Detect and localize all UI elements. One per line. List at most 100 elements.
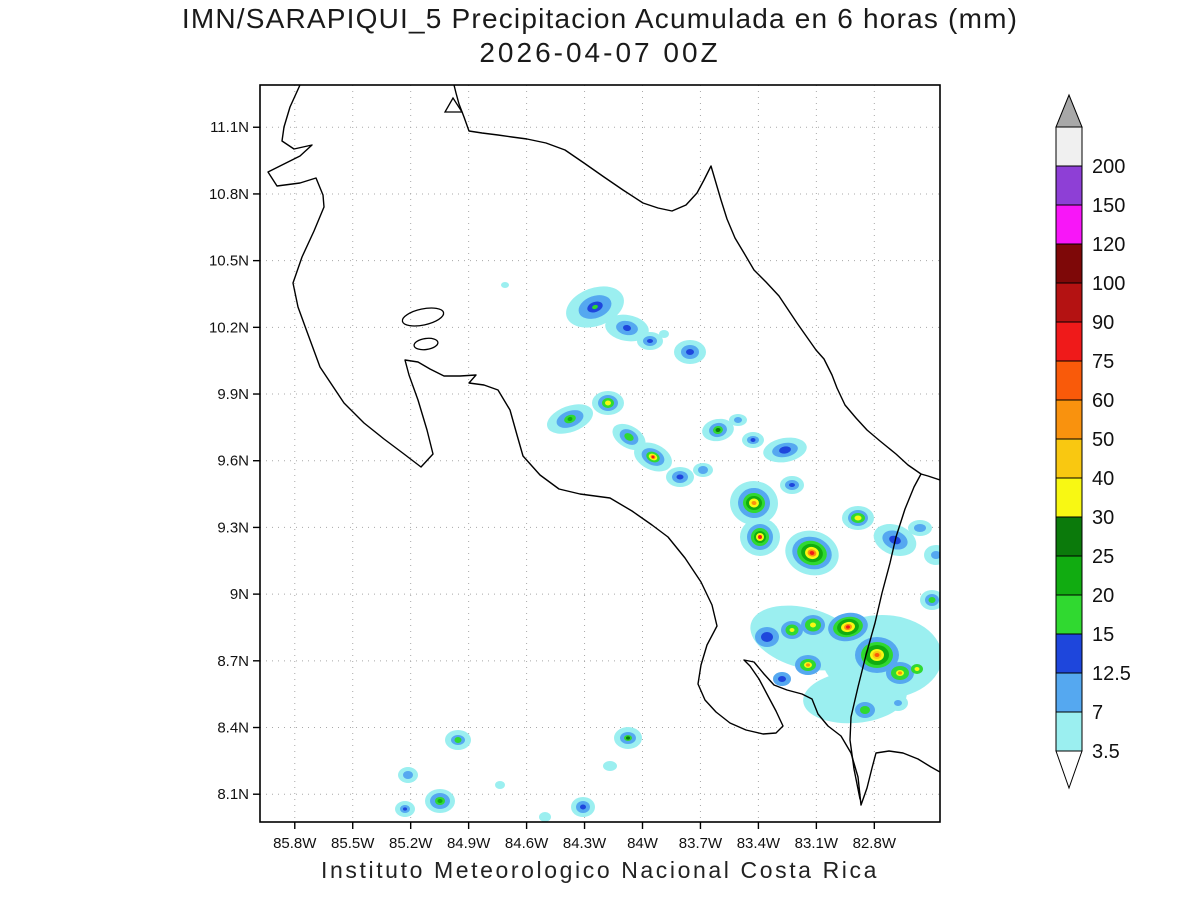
figure-footer: Instituto Meteorologico Nacional Costa R… [321, 857, 879, 883]
colorbar-label: 150 [1092, 195, 1125, 217]
colorbar-label: 75 [1092, 351, 1114, 373]
precip-shading [395, 282, 940, 822]
colorbar-label: 30 [1092, 507, 1114, 529]
precip-cell-ring [806, 663, 810, 667]
precip-cell-ring [758, 535, 762, 539]
colorbar-label: 25 [1092, 546, 1114, 568]
x-tick-label: 84.9W [447, 835, 491, 852]
precip-cell-ring [623, 324, 631, 332]
x-tick-label: 85.5W [331, 835, 375, 852]
y-tick-label: 8.4N [217, 720, 249, 737]
lake-outline [413, 337, 439, 351]
precip-cell-ring [676, 474, 684, 480]
precip-cell-ring [567, 416, 573, 422]
precip-cell-ring [750, 438, 756, 442]
precip-cell-ring [495, 781, 505, 789]
precip-cell-ring [603, 761, 617, 771]
precip-cell-ring [860, 706, 870, 714]
colorbar-label: 200 [1092, 156, 1125, 178]
figure-title: IMN/SARAPIQUI_5 Precipitacion Acumulada … [181, 3, 1019, 34]
x-tick-label: 84.6W [505, 835, 549, 852]
precipitation-map-figure: 11.1N 10.8N 10.5N 10.2N 9.9N 9.6N 9.3N 9N 8.7N 8.… [209, 84, 1131, 852]
colorbar-label: 120 [1092, 234, 1125, 256]
colorbar-label: 20 [1092, 585, 1114, 607]
lake-outline [401, 307, 445, 327]
y-tick-label: 8.7N [217, 653, 249, 670]
precip-cell-ring [454, 737, 462, 743]
precip-cell-ring [605, 400, 611, 406]
colorbar-segment [1055, 555, 1083, 596]
coastline [453, 85, 940, 481]
x-tick-label: 83.7W [679, 835, 723, 852]
figure-valid-time: 2026-04-07 00Z [479, 37, 721, 68]
coastline [267, 85, 940, 806]
precip-cell-ring [898, 671, 902, 675]
colorbar-segment [1055, 360, 1083, 401]
colorbar-label: 50 [1092, 429, 1114, 451]
precip-cell-ring [403, 771, 413, 779]
colorbar-segment [1055, 243, 1083, 284]
precip-cell-ring [779, 446, 791, 454]
precip-cell-ring [928, 597, 936, 603]
precip-cell-ring [874, 653, 880, 657]
colorbar-label: 15 [1092, 624, 1114, 646]
colorbar-segment [1055, 594, 1083, 635]
y-tick-label: 9.6N [217, 453, 249, 470]
precip-cell-ring [580, 804, 586, 810]
y-tick-label: 9.9N [217, 386, 249, 403]
precip-cell-ring [539, 812, 551, 822]
y-tick-label: 11.1N [210, 119, 249, 136]
precip-cell-ring [846, 625, 850, 629]
y-tick-label: 9N [230, 586, 249, 603]
colorbar-segment [1055, 438, 1083, 479]
precip-cell-ring [647, 339, 653, 343]
colorbar-segment [1055, 282, 1083, 323]
colorbar: 200 150 120 100 90 75 60 50 40 30 25 20 15 12.5 7 3.5 [1055, 93, 1131, 790]
axes-layer: 11.1N 10.8N 10.5N 10.2N 9.9N 9.6N 9.3N 9N 8.7N 8.… [209, 84, 941, 852]
x-tick-label: 84W [627, 835, 659, 852]
precip-cell-ring [931, 551, 940, 559]
y-tick-label: 10.5N [209, 253, 249, 270]
colorbar-segment [1055, 477, 1083, 518]
precip-cell-ring [894, 700, 902, 706]
precip-cell-ring [914, 524, 926, 532]
colorbar-segment [1055, 165, 1083, 206]
colorbar-label: 100 [1092, 273, 1125, 295]
precip-cell-ring [854, 515, 862, 521]
precip-cell-ring [686, 349, 694, 355]
precip-cell-ring [789, 483, 795, 487]
colorbar-top-arrow [1055, 93, 1083, 128]
x-tick-label: 82.8W [853, 835, 897, 852]
colorbar-label: 40 [1092, 468, 1114, 490]
precip-cell-ring [659, 330, 669, 338]
precip-cell-ring [501, 282, 509, 288]
precip-cell-ring [437, 799, 443, 803]
y-tick-label: 9.3N [217, 519, 249, 536]
colorbar-label: 12.5 [1092, 663, 1131, 685]
precip-cell-ring [403, 807, 407, 811]
colorbar-segment [1055, 321, 1083, 362]
precip-cell-ring [810, 622, 816, 628]
precip-cell-ring [761, 632, 773, 642]
colorbar-label: 7 [1092, 702, 1103, 724]
precip-cell-ring [651, 455, 655, 459]
plot-frame [259, 84, 941, 823]
x-tick-label: 85.8W [273, 835, 317, 852]
precip-cell-ring [698, 466, 708, 474]
precip-cell-ring [809, 550, 815, 556]
colorbar-label: 90 [1092, 312, 1114, 334]
colorbar-bottom-arrow [1055, 750, 1083, 790]
colorbar-segment [1055, 711, 1083, 752]
coastline [849, 473, 922, 800]
precip-cell-ring [626, 736, 630, 740]
precip-cell-ring [789, 628, 795, 632]
colorbar-segment [1055, 204, 1083, 245]
precip-cell-ring [914, 667, 920, 671]
precip-cell-ring [734, 417, 742, 423]
y-tick-label: 10.8N [209, 186, 249, 203]
colorbar-segment [1055, 126, 1083, 167]
colorbar-segment [1055, 633, 1083, 674]
colorbar-segment [1055, 399, 1083, 440]
colorbar-segment [1055, 516, 1083, 557]
precip-cell-ring [715, 427, 721, 433]
